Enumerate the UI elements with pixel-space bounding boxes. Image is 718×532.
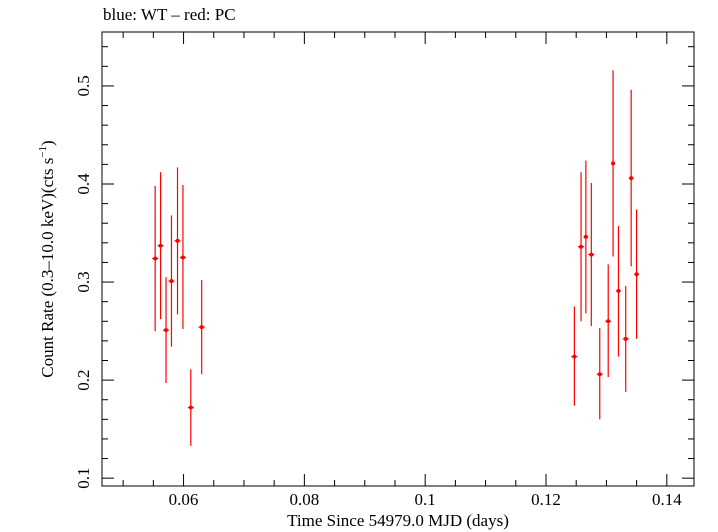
data-point <box>168 215 175 347</box>
data-point <box>174 167 181 315</box>
point-marker <box>623 336 628 341</box>
y-axis-label-main: Count Rate (0.3–10.0 keV)(cts s <box>38 158 57 378</box>
data-point <box>628 89 634 267</box>
data-point <box>616 226 621 357</box>
x-tick-label: 0.1 <box>415 490 436 509</box>
tick-labels: 0.06 0.08 0.1 0.12 0.14 0.1 0.2 0.3 0.4 0.5 <box>74 75 682 509</box>
point-marker <box>583 234 588 239</box>
point-marker <box>158 243 163 248</box>
point-marker <box>164 328 169 333</box>
data-point <box>578 172 585 322</box>
y-tick-label: 0.1 <box>74 468 93 489</box>
data-point <box>605 264 612 378</box>
y-tick-label: 0.2 <box>74 369 93 390</box>
data-point <box>187 369 194 446</box>
point-marker <box>589 252 594 257</box>
y-tick-label: 0.5 <box>74 75 93 96</box>
y-axis-label: Count Rate (0.3–10.0 keV)(cts s−1) <box>37 140 57 377</box>
point-marker <box>629 176 634 181</box>
data-point <box>583 160 589 314</box>
point-marker <box>153 256 158 261</box>
data-point <box>198 280 205 375</box>
plot-frame <box>101 31 695 487</box>
x-tick-label: 0.08 <box>289 490 319 509</box>
data-point <box>571 306 578 406</box>
point-marker <box>616 288 621 293</box>
point-marker <box>579 244 584 249</box>
data-point <box>157 172 164 320</box>
x-tick-label: 0.12 <box>531 490 561 509</box>
x-tick-label: 0.14 <box>652 490 682 509</box>
y-tick-label: 0.3 <box>74 271 93 292</box>
point-marker <box>188 405 193 410</box>
point-marker <box>611 161 616 166</box>
x-axis-label: Time Since 54979.0 MJD (days) <box>287 511 509 530</box>
x-tick-label: 0.06 <box>169 490 199 509</box>
data-point <box>163 277 170 384</box>
data-point <box>596 328 603 420</box>
y-axis-label-superscript: −1 <box>37 146 49 158</box>
point-marker <box>199 325 204 330</box>
point-marker <box>597 372 602 377</box>
point-marker <box>606 319 611 324</box>
data-point <box>622 285 629 392</box>
point-marker <box>175 238 180 243</box>
data-points <box>152 70 640 446</box>
data-point <box>588 183 595 327</box>
data-point <box>634 209 640 339</box>
axis-ticks <box>102 32 694 486</box>
point-marker <box>634 272 639 277</box>
y-axis-label-close: ) <box>38 140 57 146</box>
y-tick-label: 0.4 <box>74 173 93 195</box>
data-point <box>179 184 186 330</box>
data-point <box>152 185 159 332</box>
point-marker <box>572 354 577 359</box>
point-marker <box>169 279 174 284</box>
point-marker <box>180 255 185 260</box>
data-point <box>611 70 616 257</box>
chart-title: blue: WT – red: PC <box>103 5 236 24</box>
